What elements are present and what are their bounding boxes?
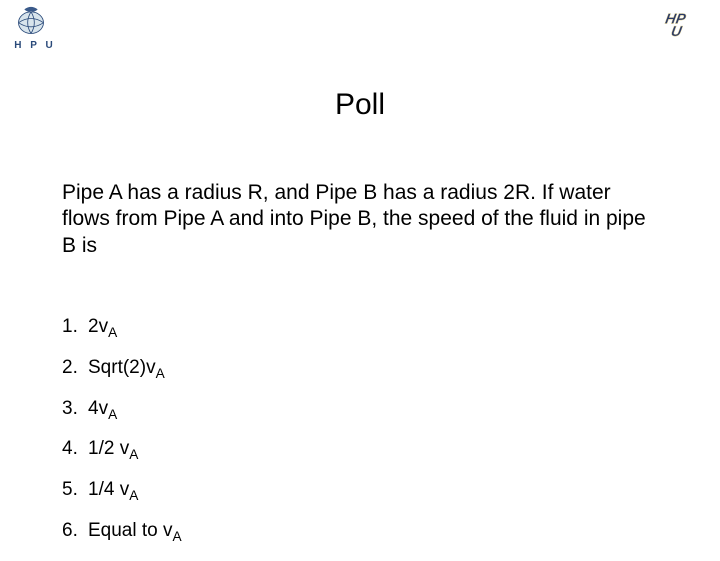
option-answer: 1/4 vA: [88, 479, 662, 503]
option-number: 5.: [62, 479, 88, 503]
option-number: 2.: [62, 357, 88, 381]
option-item: 1. 2vA: [62, 316, 662, 340]
option-number: 6.: [62, 520, 88, 544]
logo-right: HP U: [655, 8, 709, 42]
globe-icon: [14, 6, 48, 36]
option-answer: Equal to vA: [88, 520, 662, 544]
options-list: 1. 2vA 2. Sqrt(2)vA 3. 4vA 4. 1/2 vA 5. …: [62, 316, 662, 561]
option-answer: 1/2 vA: [88, 438, 662, 462]
svg-text:U: U: [670, 24, 684, 40]
logo-left-text: H P U: [10, 40, 60, 51]
option-number: 4.: [62, 438, 88, 462]
option-item: 5. 1/4 vA: [62, 479, 662, 503]
option-item: 4. 1/2 vA: [62, 438, 662, 462]
option-number: 3.: [62, 398, 88, 422]
slide-title: Poll: [0, 88, 720, 122]
question-text: Pipe A has a radius R, and Pipe B has a …: [62, 180, 662, 259]
option-answer: 2vA: [88, 316, 662, 340]
option-answer: 4vA: [88, 398, 662, 422]
option-answer: Sqrt(2)vA: [88, 357, 662, 381]
logo-left: H P U: [10, 6, 60, 61]
option-item: 2. Sqrt(2)vA: [62, 357, 662, 381]
option-item: 3. 4vA: [62, 398, 662, 422]
option-item: 6. Equal to vA: [62, 520, 662, 544]
option-number: 1.: [62, 316, 88, 340]
